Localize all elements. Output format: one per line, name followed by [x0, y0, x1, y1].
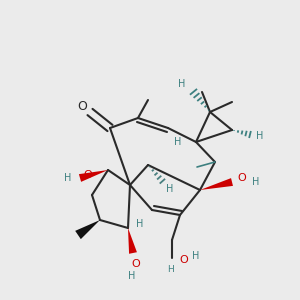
Text: H: H: [178, 79, 186, 89]
Text: H: H: [167, 266, 173, 274]
Polygon shape: [128, 228, 137, 254]
Text: O: O: [180, 255, 188, 265]
Text: O: O: [77, 100, 87, 112]
Text: O: O: [84, 170, 92, 180]
Text: O: O: [132, 259, 140, 269]
Text: H: H: [256, 131, 264, 141]
Polygon shape: [79, 170, 108, 182]
Polygon shape: [75, 220, 100, 239]
Text: H: H: [166, 184, 174, 194]
Text: O: O: [238, 173, 246, 183]
Text: H: H: [252, 177, 260, 187]
Text: H: H: [136, 219, 144, 229]
Text: H: H: [192, 251, 200, 261]
Polygon shape: [200, 178, 233, 190]
Text: H: H: [128, 271, 136, 281]
Text: ·: ·: [80, 175, 82, 181]
Text: H: H: [64, 173, 72, 183]
Text: H: H: [174, 137, 182, 147]
